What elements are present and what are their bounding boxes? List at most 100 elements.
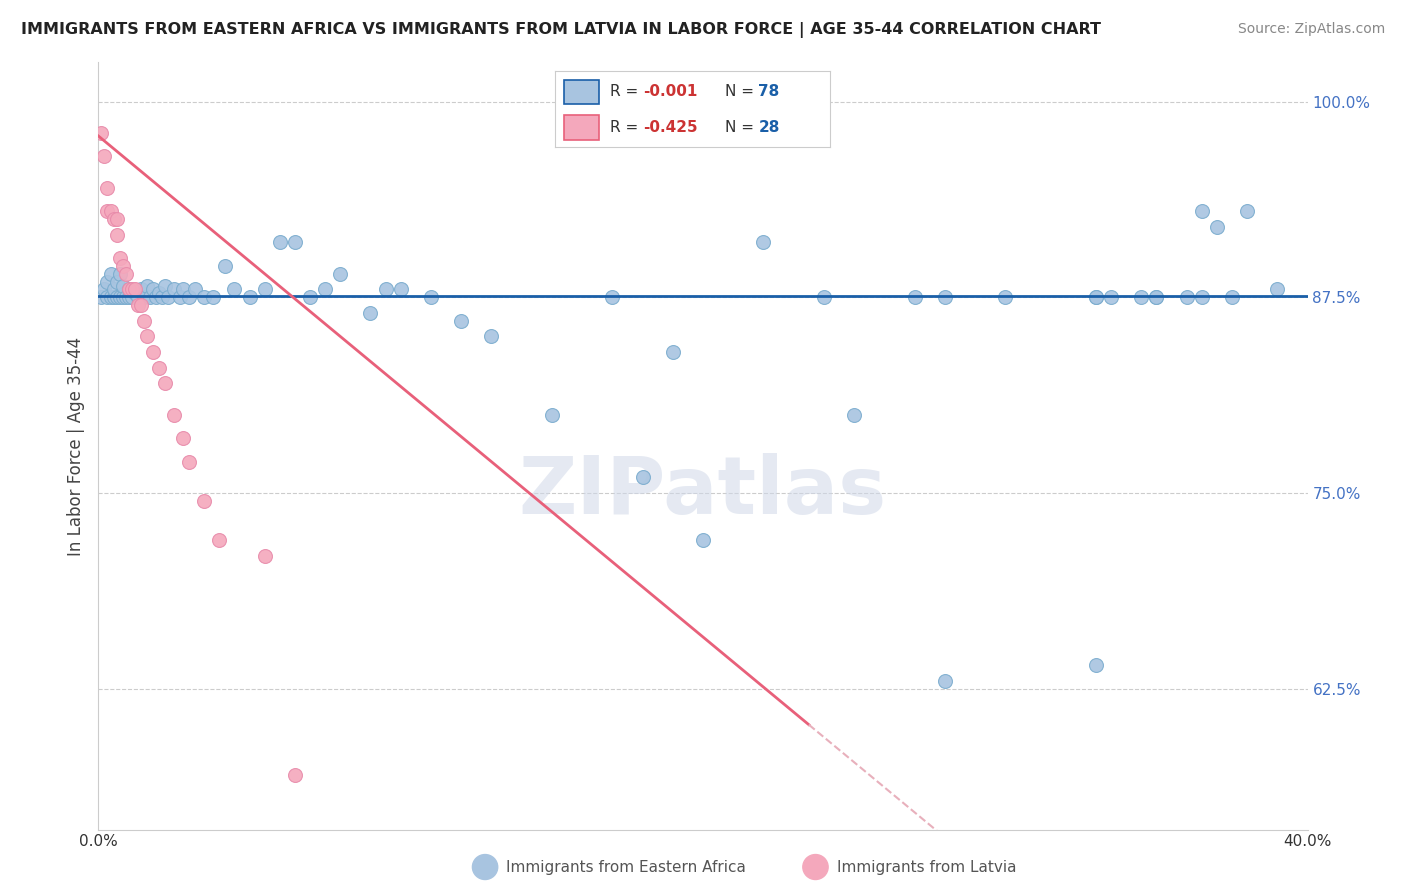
Point (269, 235, 291, 250)
Text: 78: 78 (758, 85, 779, 99)
Point (96, 180, 118, 194)
Point (132, 314, 155, 328)
Point (114, 290, 136, 304)
Point (844, 408, 866, 422)
Point (132, 290, 155, 304)
Text: -0.001: -0.001 (643, 85, 697, 99)
Point (813, 290, 835, 304)
Point (148, 285, 170, 300)
Text: R =: R = (610, 120, 644, 135)
Point (118, 290, 141, 304)
Point (934, 673, 956, 688)
Point (172, 282, 194, 296)
Point (103, 282, 125, 296)
Point (1236, 204, 1258, 219)
Point (752, 235, 775, 250)
Point (1085, 658, 1108, 673)
Point (124, 285, 146, 300)
Text: Immigrants from Eastern Africa: Immigrants from Eastern Africa (506, 860, 747, 874)
Point (169, 290, 191, 304)
Point (224, 282, 246, 296)
Point (389, 282, 412, 296)
Point (129, 282, 152, 296)
Point (118, 282, 141, 296)
Point (193, 493, 215, 508)
Text: R =: R = (610, 85, 644, 99)
Point (93, 149, 115, 163)
Point (1144, 290, 1167, 304)
Point (329, 267, 352, 281)
Point (904, 290, 927, 304)
Point (994, 290, 1017, 304)
Point (1099, 290, 1122, 304)
Point (1144, 290, 1167, 304)
Point (105, 212, 128, 227)
Bar (564, 115, 599, 140)
Text: 28: 28 (758, 120, 780, 135)
Point (108, 251, 131, 265)
Y-axis label: In Labor Force | Age 35-44: In Labor Force | Age 35-44 (66, 336, 84, 556)
Point (103, 212, 125, 227)
Point (1085, 290, 1108, 304)
Point (1130, 290, 1153, 304)
Point (450, 314, 472, 328)
Point (100, 204, 122, 219)
Point (420, 290, 443, 304)
Point (172, 431, 194, 445)
Text: N =: N = (725, 120, 759, 135)
Text: -0.425: -0.425 (643, 120, 697, 135)
Point (540, 408, 562, 422)
Point (163, 282, 186, 296)
Point (105, 227, 128, 242)
Point (481, 329, 503, 343)
Point (139, 290, 162, 304)
Point (661, 345, 683, 359)
Point (105, 290, 128, 304)
Point (253, 549, 276, 563)
Point (184, 282, 207, 296)
Point (135, 329, 157, 343)
Point (1191, 204, 1213, 219)
Point (111, 290, 134, 304)
Point (374, 282, 396, 296)
Point (150, 290, 173, 304)
Point (90, 290, 112, 304)
Point (129, 298, 152, 312)
Point (103, 290, 125, 304)
Point (193, 290, 215, 304)
Point (253, 282, 276, 296)
Point (179, 455, 201, 469)
Point (93, 282, 115, 296)
Point (111, 259, 134, 273)
Point (96, 204, 118, 219)
Point (135, 279, 157, 293)
Point (118, 282, 141, 296)
Point (208, 533, 231, 547)
Point (100, 267, 122, 281)
Point (214, 259, 236, 273)
Point (156, 290, 179, 304)
Point (142, 345, 165, 359)
Point (145, 290, 167, 304)
Point (1085, 290, 1108, 304)
Point (108, 290, 131, 304)
Point (96, 275, 118, 289)
Point (202, 290, 225, 304)
Point (142, 282, 165, 296)
Point (284, 235, 307, 250)
Point (153, 279, 176, 293)
Point (1191, 290, 1213, 304)
Point (692, 533, 714, 547)
Text: ZIPatlas: ZIPatlas (519, 453, 887, 531)
Point (314, 282, 336, 296)
Text: Immigrants from Latvia: Immigrants from Latvia (837, 860, 1017, 874)
Point (602, 290, 624, 304)
Point (1267, 282, 1289, 296)
Point (108, 267, 131, 281)
Point (163, 408, 186, 422)
Point (124, 282, 146, 296)
Point (1175, 290, 1198, 304)
Text: IMMIGRANTS FROM EASTERN AFRICA VS IMMIGRANTS FROM LATVIA IN LABOR FORCE | AGE 35: IMMIGRANTS FROM EASTERN AFRICA VS IMMIGR… (21, 22, 1101, 38)
Point (1206, 219, 1229, 234)
Point (127, 290, 149, 304)
